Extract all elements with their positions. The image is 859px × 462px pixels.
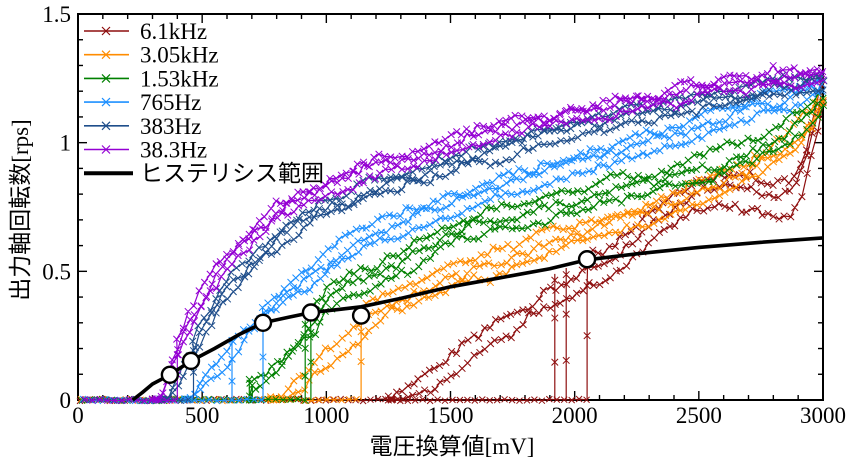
legend-label: 3.05kHz (140, 43, 219, 68)
y-tick-label: 1 (60, 131, 72, 156)
legend-item-765Hz: 765Hz (84, 90, 201, 115)
legend-x-marker-icon (101, 50, 111, 60)
legend: 6.1kHz3.05kHz1.53kHz765Hz383Hz38.3Hzヒステリ… (84, 19, 324, 186)
y-tick-label: 0.5 (42, 259, 71, 284)
legend-item-6.1kHz: 6.1kHz (84, 19, 207, 44)
series-38.3Hz (81, 61, 827, 405)
legend-item-3.05kHz: 3.05kHz (84, 43, 219, 68)
legend-label: ヒステリシス範囲 (140, 161, 324, 186)
legend-label: 1.53kHz (140, 66, 219, 91)
series-383Hz (80, 71, 828, 405)
legend-x-marker-icon (101, 26, 111, 36)
hysteresis-circle (253, 313, 273, 332)
y-tick-label: 1.5 (42, 2, 71, 27)
hysteresis-circles (160, 250, 597, 384)
y-tick-label: 0 (60, 388, 72, 413)
x-tick-label: 2500 (676, 403, 722, 428)
x-tick-label: 3000 (800, 403, 846, 428)
hysteresis-circle (577, 250, 597, 269)
legend-item-1.53kHz: 1.53kHz (84, 66, 219, 91)
axis-ticks (77, 13, 824, 401)
x-tick-label: 2000 (552, 403, 598, 428)
legend-x-marker-icon (101, 121, 111, 131)
x-tick-labels: 0 500 1000 1500 2000 2500 3000 (72, 403, 846, 428)
legend-item-ヒステリシス範囲: ヒステリシス範囲 (84, 161, 324, 186)
x-tick-label: 1500 (428, 403, 474, 428)
legend-item-38.3Hz: 38.3Hz (84, 138, 207, 163)
x-tick-label: 0 (72, 403, 84, 428)
hysteresis-circle (351, 306, 371, 325)
hysteresis-circle (160, 365, 180, 384)
hysteresis-circle (301, 303, 321, 322)
hysteresis-circle (181, 351, 201, 371)
legend-item-383Hz: 383Hz (84, 114, 201, 139)
legend-label: 383Hz (140, 114, 201, 139)
x-axis-label: 電圧換算値[mV] (369, 434, 535, 459)
legend-label: 765Hz (140, 90, 201, 115)
legend-label: 6.1kHz (140, 19, 207, 44)
x-tick-label: 500 (185, 403, 220, 428)
legend-x-marker-icon (101, 145, 111, 154)
legend-label: 38.3Hz (140, 138, 207, 163)
legend-x-marker-icon (101, 97, 111, 107)
y-tick-labels: 0 0.5 1 1.5 (42, 2, 71, 413)
legend-x-marker-icon (101, 73, 111, 83)
x-tick-label: 1000 (303, 403, 349, 428)
series-1.53kHz (78, 90, 828, 405)
y-axis-label: 出力軸回転数[rps] (8, 119, 33, 301)
